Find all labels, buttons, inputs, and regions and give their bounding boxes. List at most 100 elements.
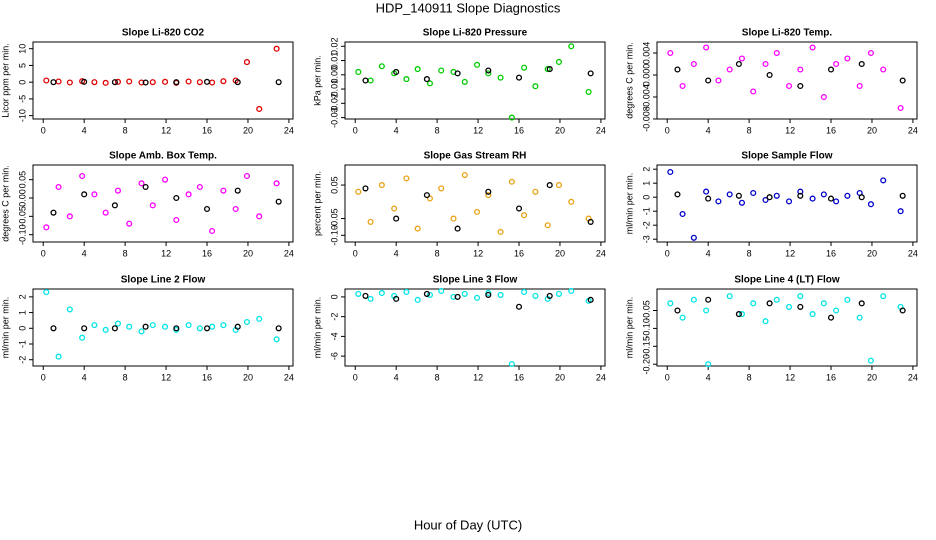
data-point [234, 187, 241, 194]
data-point [220, 78, 227, 85]
x-tick-label: 12 [473, 125, 483, 135]
data-point [844, 296, 851, 303]
data-point [738, 199, 746, 206]
data-point [79, 172, 86, 180]
data-point [454, 70, 461, 77]
y-tick-label: -4 [329, 332, 339, 340]
data-point [196, 183, 203, 191]
data-point [762, 60, 769, 68]
x-tick-label: 20 [243, 125, 253, 135]
data-point [50, 209, 57, 216]
y-tick-label: -2 [329, 313, 339, 321]
data-point [273, 336, 280, 343]
y-tick-label: -0.20 [641, 354, 651, 375]
x-tick-label: 16 [514, 372, 524, 382]
data-point [690, 60, 697, 68]
y-tick-label: 0 [17, 326, 27, 331]
data-point [91, 322, 98, 329]
panel: Slope Line 4 (LT) Flow ml/min per min. 0 4 8… [624, 275, 918, 383]
figure-title: HDP_140911 Slope Diagnostics [376, 0, 561, 15]
data-point [587, 296, 594, 303]
panel-title: Slope Line 3 Flow [433, 275, 518, 286]
panel: Slope Gas Stream RH percent per min. 0 4 8 12… [312, 151, 606, 259]
data-point [438, 287, 445, 295]
data-point [473, 294, 481, 301]
data-point [703, 44, 710, 51]
y-tick-label: 10 [17, 44, 27, 54]
data-point [43, 77, 50, 84]
y-tick-label: 0 [641, 195, 651, 200]
data-point [414, 225, 421, 232]
data-point [867, 49, 874, 57]
y-tick-label: -6 [329, 352, 339, 360]
y-axis-label: Licor ppm per min. [0, 43, 10, 118]
data-point [546, 292, 553, 299]
data-point [809, 311, 816, 318]
data-point [485, 70, 492, 77]
x-tick-label: 12 [473, 248, 483, 258]
data-point [391, 205, 398, 212]
data-point [423, 290, 430, 297]
data-point [679, 314, 686, 321]
x-tick-label: 4 [706, 125, 711, 135]
x-tick-label: 4 [82, 372, 87, 382]
data-point [726, 66, 733, 73]
y-axis-label: ml/min per min. [312, 297, 322, 359]
data-point [161, 78, 169, 85]
data-point [858, 194, 865, 201]
data-point [91, 79, 98, 86]
data-point [66, 79, 73, 86]
data-point [367, 295, 374, 302]
y-tick-label: 2 [641, 167, 651, 172]
data-point [203, 78, 211, 85]
data-point [454, 293, 461, 300]
x-tick-label: 0 [41, 125, 46, 135]
data-point [797, 82, 804, 90]
data-point [766, 71, 773, 79]
y-tick-label: 0.004 [641, 42, 651, 65]
data-point [79, 334, 86, 341]
data-point [735, 192, 742, 199]
data-point [738, 55, 746, 62]
data-point [726, 191, 733, 198]
y-tick-label: 0.01 [329, 52, 339, 70]
data-point [114, 187, 122, 194]
data-point [587, 70, 594, 77]
data-point [55, 78, 62, 85]
data-point [209, 227, 216, 235]
x-tick-label: 16 [826, 125, 836, 135]
y-tick-label: 1 [17, 310, 27, 315]
data-point [414, 66, 421, 73]
x-tick-label: 4 [82, 248, 87, 258]
data-point [378, 289, 385, 296]
data-point [403, 175, 410, 182]
data-point [674, 66, 681, 73]
data-point [185, 191, 192, 198]
data-point [766, 300, 773, 307]
data-point [667, 49, 674, 57]
data-point [705, 195, 712, 202]
data-point [679, 210, 686, 218]
y-tick-label: -1 [17, 340, 27, 348]
y-tick-label: 0 [17, 80, 27, 85]
data-point [762, 196, 769, 204]
data-point [715, 77, 722, 84]
x-tick-label: 16 [202, 248, 212, 258]
data-point [735, 311, 742, 318]
y-tick-label: -0.05 [641, 300, 651, 321]
data-point [426, 291, 434, 298]
data-point [521, 212, 528, 219]
data-point [275, 325, 282, 332]
data-point [532, 83, 539, 90]
data-point [149, 322, 156, 329]
data-point [827, 66, 835, 73]
data-point [544, 66, 551, 73]
data-point [50, 79, 57, 86]
data-point [43, 289, 50, 296]
data-point [532, 292, 539, 299]
data-point [256, 105, 263, 113]
data-point [161, 323, 169, 330]
data-point [81, 325, 88, 332]
data-point [690, 234, 697, 241]
